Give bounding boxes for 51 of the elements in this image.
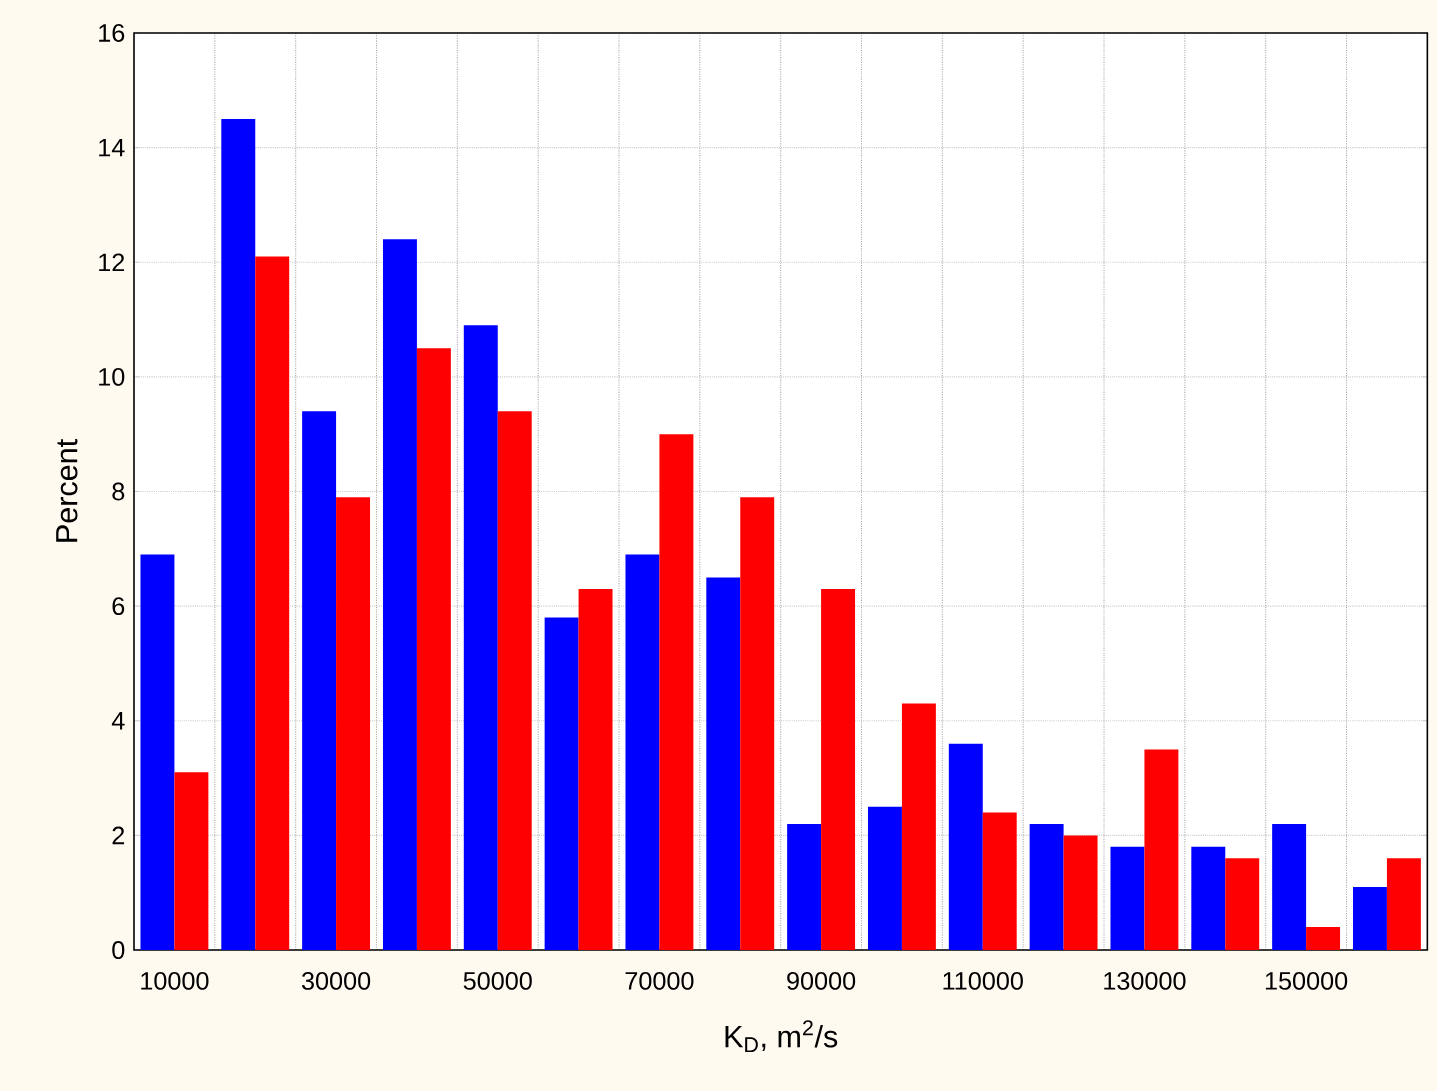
bar [1225,858,1260,950]
bar [1386,858,1421,950]
x-tick-label: 90000 [787,971,856,990]
bar [463,325,498,950]
bar [1191,846,1226,950]
y-tick-label: 4 [111,712,125,730]
bar [221,118,256,950]
y-tick-label: 8 [112,482,125,501]
bar [140,554,175,950]
x-tick-label: 50000 [463,971,532,990]
bar [255,256,290,950]
x-tick-label: 10000 [141,971,209,990]
bar [1272,823,1307,950]
bar [336,497,371,950]
bar [1306,927,1341,950]
bar [302,411,337,950]
y-tick-label: 10 [99,367,125,386]
y-tick-label: 12 [99,253,125,272]
bar [1063,835,1098,950]
bar [497,411,532,950]
x-tick-label: 110000 [943,971,1023,990]
bar [578,588,613,950]
x-tick-label: 150000 [1265,971,1348,990]
y-tick-label: 2 [112,826,125,845]
y-axis-title: Percent [56,439,78,542]
bar [1110,846,1145,950]
x-tick-label: 130000 [1104,971,1186,990]
bar [740,497,775,950]
bar [1029,823,1064,950]
bar [982,812,1017,950]
x-tick-label: 30000 [301,971,371,990]
y-tick-label: 16 [99,24,125,42]
x-axis-title: K$_{D}$, m$^{2}$/s [725,1020,838,1053]
bar [821,588,856,950]
bar [544,617,579,950]
bar [867,806,902,950]
bar [659,434,694,950]
bar [382,239,417,950]
bar [416,348,451,950]
bar [1352,886,1387,950]
bar [625,554,660,950]
bar [706,577,741,950]
bar [174,772,209,950]
y-tick-label: 0 [112,941,125,959]
x-tick-label: 70000 [625,971,694,990]
bar [1144,749,1179,950]
bar [901,703,936,950]
y-tick-label: 6 [112,597,125,616]
y-tick-label: 14 [99,138,125,157]
bar [787,823,822,950]
bar [948,743,983,950]
